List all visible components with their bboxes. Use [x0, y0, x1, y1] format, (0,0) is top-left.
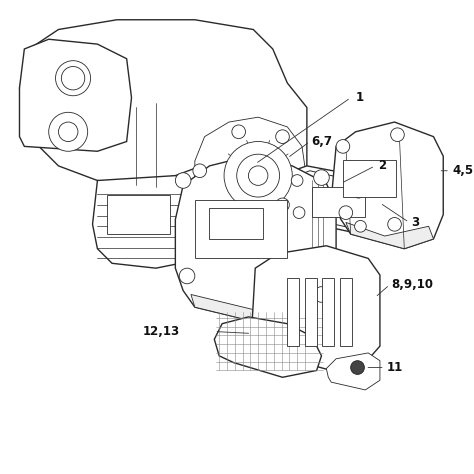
- Polygon shape: [19, 20, 307, 185]
- Text: 4,5: 4,5: [452, 164, 473, 177]
- Bar: [312, 187, 365, 217]
- Circle shape: [232, 125, 246, 138]
- Polygon shape: [92, 176, 195, 268]
- Circle shape: [391, 128, 404, 142]
- Circle shape: [276, 130, 289, 144]
- Text: 11: 11: [387, 361, 403, 374]
- Circle shape: [336, 139, 350, 153]
- Polygon shape: [284, 166, 400, 236]
- Circle shape: [355, 220, 366, 232]
- Text: 2: 2: [378, 159, 386, 173]
- Bar: [210, 208, 263, 239]
- Bar: [343, 160, 396, 197]
- Circle shape: [293, 207, 305, 219]
- Circle shape: [314, 170, 329, 185]
- Polygon shape: [327, 353, 380, 390]
- Text: 6,7: 6,7: [312, 135, 333, 148]
- Polygon shape: [251, 246, 380, 371]
- Circle shape: [248, 166, 268, 185]
- Circle shape: [227, 203, 241, 217]
- Polygon shape: [195, 117, 307, 224]
- Circle shape: [58, 122, 78, 142]
- Polygon shape: [19, 39, 131, 151]
- Circle shape: [224, 142, 292, 210]
- Circle shape: [193, 164, 207, 178]
- Polygon shape: [191, 294, 302, 324]
- Circle shape: [353, 186, 365, 198]
- Bar: [287, 278, 299, 346]
- Circle shape: [49, 112, 88, 151]
- Circle shape: [61, 66, 85, 90]
- Text: 12,13: 12,13: [143, 325, 180, 338]
- Text: 1: 1: [356, 91, 364, 104]
- Bar: [340, 278, 352, 346]
- Bar: [305, 278, 317, 346]
- Circle shape: [339, 206, 353, 219]
- Circle shape: [314, 287, 329, 302]
- Circle shape: [55, 61, 91, 96]
- Circle shape: [276, 198, 289, 212]
- Circle shape: [388, 218, 401, 231]
- Bar: [322, 278, 334, 346]
- Polygon shape: [331, 122, 443, 249]
- Text: 3: 3: [411, 216, 419, 229]
- Polygon shape: [175, 156, 336, 324]
- Circle shape: [292, 174, 303, 186]
- Polygon shape: [214, 317, 321, 377]
- Polygon shape: [246, 158, 261, 171]
- Bar: [107, 195, 171, 234]
- Circle shape: [237, 154, 280, 197]
- Circle shape: [351, 361, 365, 374]
- Text: 8,9,10: 8,9,10: [392, 278, 434, 291]
- Polygon shape: [290, 171, 388, 231]
- Circle shape: [179, 268, 195, 284]
- Polygon shape: [346, 222, 434, 249]
- Circle shape: [175, 173, 191, 188]
- Bar: [195, 200, 287, 258]
